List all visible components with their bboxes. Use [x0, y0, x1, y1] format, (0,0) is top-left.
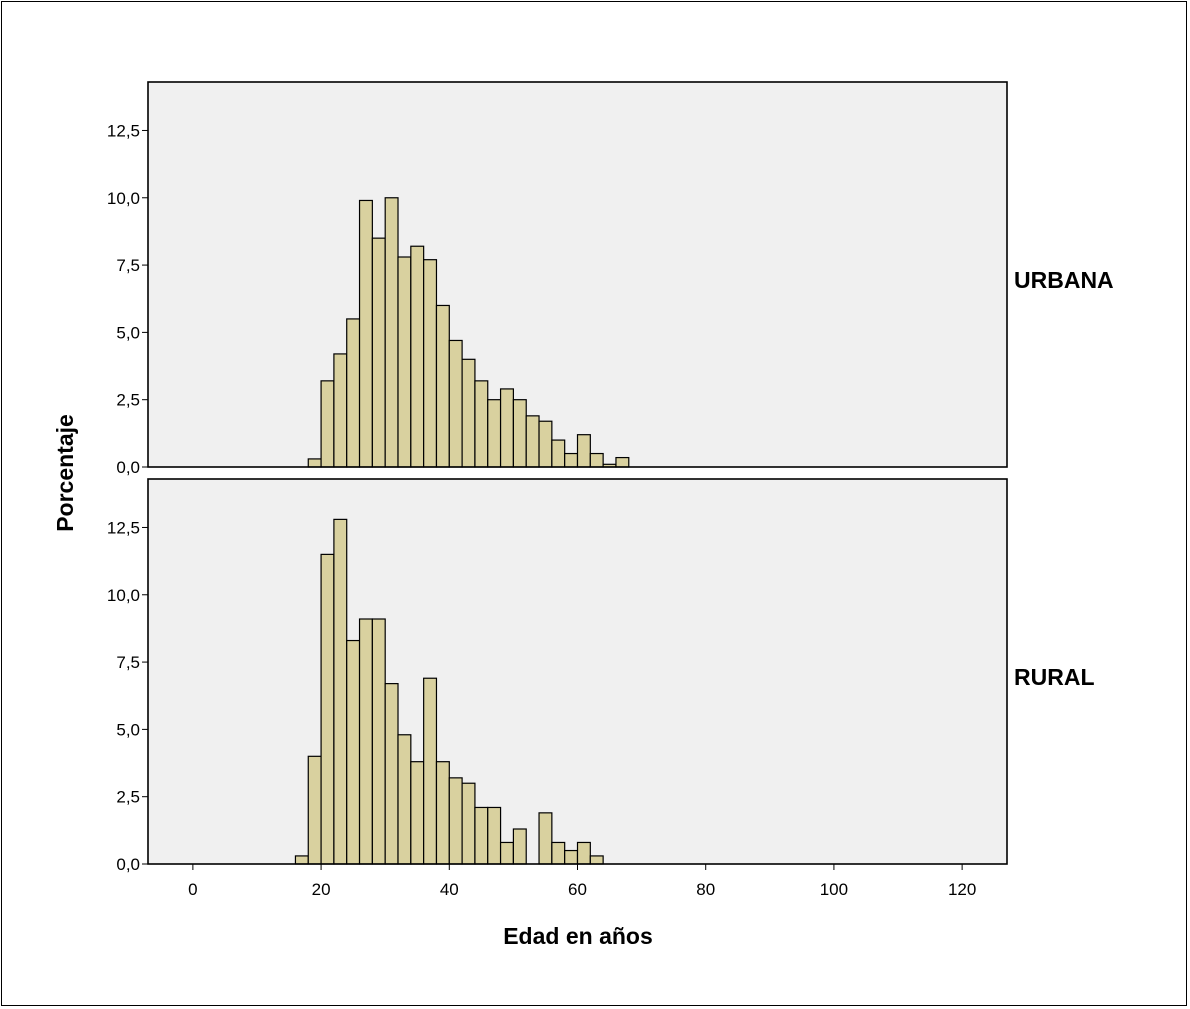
x-tick-label: 20 — [312, 880, 331, 899]
histogram-bar — [294, 855, 309, 865]
histogram-bar — [410, 761, 425, 865]
histogram-bar — [333, 518, 348, 865]
histogram-bar — [358, 199, 373, 468]
x-tick-label: 40 — [440, 880, 459, 899]
histogram-bar — [576, 434, 591, 468]
histogram-bar — [384, 683, 399, 865]
histogram-bar — [512, 828, 527, 865]
histogram-bar — [320, 380, 335, 468]
panel-background — [148, 479, 1007, 864]
histogram-bar — [538, 420, 553, 468]
histogram-bar — [564, 849, 579, 865]
histogram-bar — [397, 734, 412, 865]
histogram-bar — [307, 755, 322, 865]
y-tick-label: 0,0 — [116, 855, 140, 874]
histogram-bar — [423, 259, 438, 468]
histogram-bar — [346, 639, 361, 865]
panel-label: RURAL — [1014, 664, 1095, 690]
histogram-bar — [371, 618, 386, 865]
panel-label: URBANA — [1014, 267, 1114, 293]
histogram-bar — [615, 456, 630, 468]
y-tick-label: 12,5 — [107, 518, 140, 537]
histogram-bar — [371, 237, 386, 468]
panel-urbana: 0,0 2,5 5,0 7,5 10,0 12,5 URBANA — [107, 81, 1114, 477]
histogram-bar — [499, 841, 514, 865]
y-tick-label: 7,5 — [116, 653, 140, 672]
histogram-bar — [487, 806, 502, 865]
histogram-bar — [448, 777, 463, 865]
histogram-bar — [448, 339, 463, 468]
y-tick-label: 0,0 — [116, 458, 140, 477]
histogram-bar — [320, 553, 335, 865]
histogram-bar — [435, 761, 450, 865]
y-tick-label: 5,0 — [116, 720, 140, 739]
x-axis: 0 20 40 60 80 100 120 — [188, 864, 976, 899]
histogram-bar — [551, 439, 566, 468]
x-tick-label: 80 — [696, 880, 715, 899]
y-tick-label: 7,5 — [116, 256, 140, 275]
histogram-bar — [461, 358, 476, 468]
panel-border — [147, 81, 1008, 468]
x-tick-label: 60 — [568, 880, 587, 899]
histogram-bar — [487, 399, 502, 468]
histogram-bar — [474, 806, 489, 865]
histogram-bar — [384, 197, 399, 468]
histogram-bar — [435, 304, 450, 468]
histogram-bar — [358, 618, 373, 865]
histogram-bar — [397, 256, 412, 468]
y-tick-label: 10,0 — [107, 586, 140, 605]
y-axis-title: Porcentaje — [52, 414, 78, 532]
histogram-bar — [564, 452, 579, 468]
histogram-bar — [551, 841, 566, 865]
histogram-bar — [346, 318, 361, 468]
histogram-bar — [538, 812, 553, 865]
histogram-bar — [576, 841, 591, 865]
histogram-bar — [525, 415, 540, 468]
histogram-bar — [512, 399, 527, 468]
histogram-bar — [333, 353, 348, 468]
y-tick-label: 2,5 — [116, 391, 140, 410]
panel-background — [148, 82, 1007, 467]
histogram-bar — [307, 458, 322, 468]
y-tick-label: 10,0 — [107, 189, 140, 208]
histogram-bar — [410, 245, 425, 468]
histogram-bar — [474, 380, 489, 468]
y-tick-label: 5,0 — [116, 323, 140, 342]
histogram-bar — [461, 782, 476, 865]
y-tick-label: 12,5 — [107, 121, 140, 140]
x-tick-label: 120 — [948, 880, 976, 899]
panel-rural: 0,0 2,5 5,0 7,5 10,0 12,5 RURAL — [107, 478, 1095, 874]
histogram-bar — [589, 452, 604, 468]
x-tick-label: 0 — [188, 880, 197, 899]
panels-layer: 0,0 2,5 5,0 7,5 10,0 12,5 URBANA 0,0 2,5 5,0 7,5 10… — [107, 81, 1114, 874]
x-axis-title: Edad en años — [503, 923, 653, 949]
y-tick-label: 2,5 — [116, 788, 140, 807]
x-tick-label: 100 — [820, 880, 848, 899]
histogram-bar — [499, 388, 514, 468]
histogram-bar — [423, 677, 438, 865]
histogram-bar — [589, 855, 604, 865]
